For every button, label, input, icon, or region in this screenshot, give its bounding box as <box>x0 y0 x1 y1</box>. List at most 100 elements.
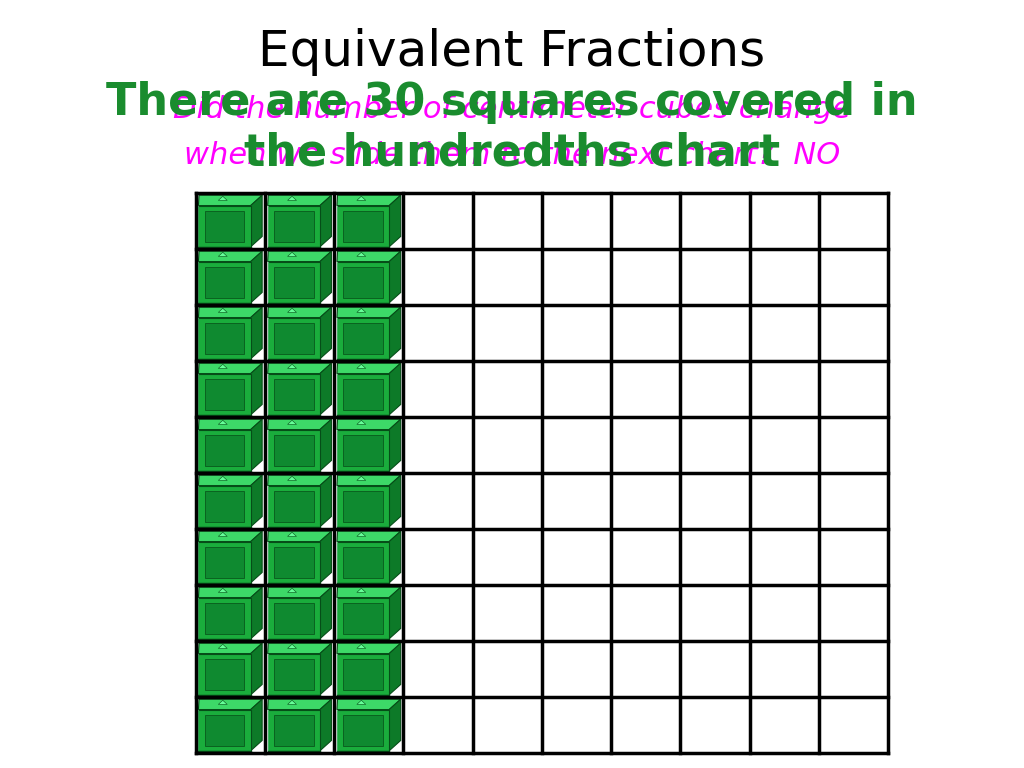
Polygon shape <box>267 251 332 262</box>
Bar <box>267 373 319 415</box>
Polygon shape <box>218 252 227 257</box>
Bar <box>274 547 313 578</box>
Bar <box>205 266 245 298</box>
Bar <box>274 379 313 409</box>
Polygon shape <box>251 251 262 303</box>
Polygon shape <box>337 195 400 206</box>
Polygon shape <box>218 532 227 536</box>
Bar <box>343 379 383 409</box>
Bar <box>343 547 383 578</box>
Bar <box>267 317 319 359</box>
Polygon shape <box>337 531 400 541</box>
Polygon shape <box>267 363 332 373</box>
Polygon shape <box>199 588 262 598</box>
Text: when we slide them to the next chart?  NO: when we slide them to the next chart? NO <box>184 141 840 170</box>
Bar <box>199 710 251 751</box>
Bar <box>205 379 245 409</box>
Polygon shape <box>288 700 297 704</box>
Polygon shape <box>251 475 262 527</box>
Polygon shape <box>199 195 262 206</box>
Bar <box>199 373 251 415</box>
Polygon shape <box>319 475 332 527</box>
Bar <box>199 206 251 247</box>
Polygon shape <box>356 252 366 257</box>
Polygon shape <box>319 195 332 247</box>
Polygon shape <box>218 588 227 592</box>
Polygon shape <box>218 420 227 425</box>
Bar <box>274 491 313 521</box>
Polygon shape <box>356 588 366 592</box>
Polygon shape <box>337 475 400 485</box>
Polygon shape <box>288 364 297 369</box>
Polygon shape <box>319 419 332 471</box>
Polygon shape <box>199 531 262 541</box>
Bar <box>267 262 319 303</box>
Polygon shape <box>389 307 400 359</box>
Polygon shape <box>288 588 297 592</box>
Polygon shape <box>356 532 366 536</box>
Bar <box>337 598 389 639</box>
Polygon shape <box>218 644 227 648</box>
Bar <box>199 429 251 471</box>
Polygon shape <box>356 700 366 704</box>
Polygon shape <box>356 308 366 313</box>
Bar <box>337 710 389 751</box>
Polygon shape <box>288 532 297 536</box>
Bar <box>205 547 245 578</box>
Bar <box>343 210 383 242</box>
Polygon shape <box>337 307 400 317</box>
Bar <box>343 266 383 298</box>
Bar <box>274 659 313 690</box>
Bar <box>343 659 383 690</box>
Polygon shape <box>319 699 332 751</box>
Polygon shape <box>356 364 366 369</box>
Bar <box>205 323 245 353</box>
Bar <box>274 715 313 746</box>
Bar <box>267 541 319 583</box>
Polygon shape <box>389 588 400 639</box>
Polygon shape <box>251 363 262 415</box>
Polygon shape <box>356 476 366 481</box>
Bar <box>199 485 251 527</box>
Polygon shape <box>218 197 227 200</box>
Bar <box>205 491 245 521</box>
Polygon shape <box>356 420 366 425</box>
Polygon shape <box>389 699 400 751</box>
Polygon shape <box>288 476 297 481</box>
Polygon shape <box>356 197 366 200</box>
Polygon shape <box>267 588 332 598</box>
Bar <box>267 485 319 527</box>
Bar <box>337 373 389 415</box>
Polygon shape <box>267 644 332 654</box>
Polygon shape <box>267 531 332 541</box>
Text: the hundredths chart: the hundredths chart <box>244 131 780 174</box>
Polygon shape <box>319 531 332 583</box>
Bar <box>337 262 389 303</box>
Polygon shape <box>218 476 227 481</box>
Polygon shape <box>319 588 332 639</box>
Bar <box>274 266 313 298</box>
Polygon shape <box>267 419 332 429</box>
Bar <box>343 435 383 465</box>
Bar <box>343 491 383 521</box>
Bar <box>337 429 389 471</box>
Polygon shape <box>251 307 262 359</box>
Bar <box>267 710 319 751</box>
Bar <box>267 206 319 247</box>
Polygon shape <box>337 644 400 654</box>
Bar <box>274 323 313 353</box>
Polygon shape <box>288 420 297 425</box>
Text: Did the number of centimeter cubes change: Did the number of centimeter cubes chang… <box>173 95 851 124</box>
Bar <box>343 323 383 353</box>
Bar <box>205 210 245 242</box>
Text: There are 30 squares covered in: There are 30 squares covered in <box>106 81 918 124</box>
Bar <box>337 485 389 527</box>
Polygon shape <box>199 699 262 710</box>
Polygon shape <box>288 197 297 200</box>
Polygon shape <box>199 363 262 373</box>
Polygon shape <box>251 588 262 639</box>
Polygon shape <box>389 363 400 415</box>
Bar <box>274 603 313 634</box>
Polygon shape <box>319 307 332 359</box>
Bar <box>337 541 389 583</box>
